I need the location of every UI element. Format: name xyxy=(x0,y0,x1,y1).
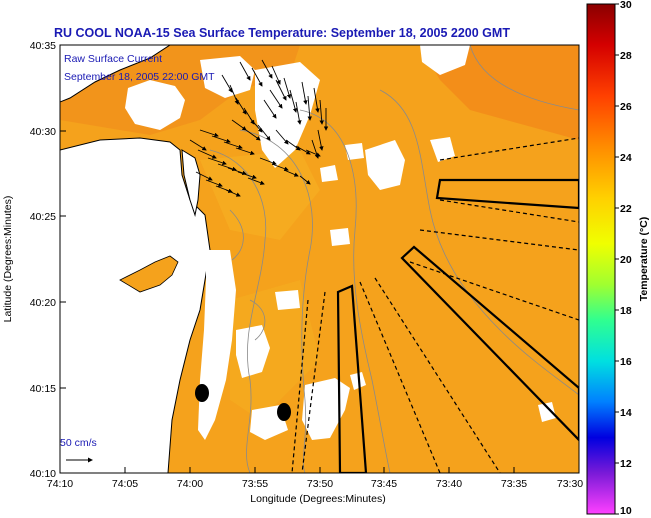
warm-patch xyxy=(420,45,579,140)
map-area: 50 cm/s xyxy=(60,45,579,473)
colorbar-label: Temperature (°C) xyxy=(638,217,650,302)
overlay-line2: September 18, 2005 22:00 GMT xyxy=(64,71,215,83)
colorbar-tick: 30 xyxy=(620,0,632,11)
x-tick-label: 73:30 xyxy=(557,478,583,490)
colorbar-tick: 10 xyxy=(620,505,632,517)
colorbar: 30 28 26 24 22 20 18 16 14 12 10 Tempera… xyxy=(586,0,650,517)
y-tick-label: 40:35 xyxy=(30,40,56,52)
cool-patch xyxy=(230,280,320,420)
colorbar-tick: 18 xyxy=(620,305,632,317)
colorbar-tick: 24 xyxy=(620,152,632,164)
land-sandy-hook xyxy=(181,149,201,217)
y-tick-label: 40:25 xyxy=(30,211,56,223)
colorbar-tick: 22 xyxy=(620,203,632,215)
x-tick-label: 73:50 xyxy=(307,478,333,490)
colorbar-tick: 14 xyxy=(620,407,632,419)
y-axis-label: Latitude (Degrees:Minutes) xyxy=(2,196,14,323)
overlay-line1: Raw Surface Current xyxy=(64,53,162,65)
y-tick-label: 40:10 xyxy=(30,468,56,480)
radar-site-marker xyxy=(277,403,291,421)
map-title: RU COOL NOAA-15 Sea Surface Temperature:… xyxy=(54,26,510,40)
x-axis: 74:10 74:05 74:00 73:55 73:50 73:45 73:4… xyxy=(47,467,583,505)
colorbar-tick: 20 xyxy=(620,254,632,266)
colorbar-tick: 26 xyxy=(620,101,632,113)
current-vectors xyxy=(189,59,329,197)
x-tick-label: 73:45 xyxy=(371,478,397,490)
x-tick-label: 73:55 xyxy=(242,478,268,490)
radar-sector-lines xyxy=(291,137,579,473)
x-tick-label: 74:05 xyxy=(112,478,138,490)
colorbar-tick: 16 xyxy=(620,356,632,368)
y-tick-label: 40:30 xyxy=(30,126,56,138)
y-tick-label: 40:15 xyxy=(30,383,56,395)
land-long-island xyxy=(60,45,171,103)
x-tick-label: 74:00 xyxy=(177,478,203,490)
bathymetry-contours xyxy=(209,45,579,473)
raritan-bay xyxy=(119,255,179,293)
colorbar-ramp xyxy=(586,3,616,515)
radar-site-marker xyxy=(195,384,209,402)
x-tick-label: 74:10 xyxy=(47,478,73,490)
y-tick-label: 40:20 xyxy=(30,297,56,309)
colorbar-tick: 28 xyxy=(620,50,632,62)
radar-sectors xyxy=(336,178,579,473)
x-tick-label: 73:35 xyxy=(501,478,527,490)
colorbar-tick: 12 xyxy=(620,458,632,470)
x-tick-label: 73:40 xyxy=(436,478,462,490)
x-axis-label: Longitude (Degrees:Minutes) xyxy=(250,493,385,505)
scale-label: 50 cm/s xyxy=(60,437,97,449)
y-axis: 40:35 40:30 40:25 40:20 40:15 40:10 Lati… xyxy=(2,40,66,480)
